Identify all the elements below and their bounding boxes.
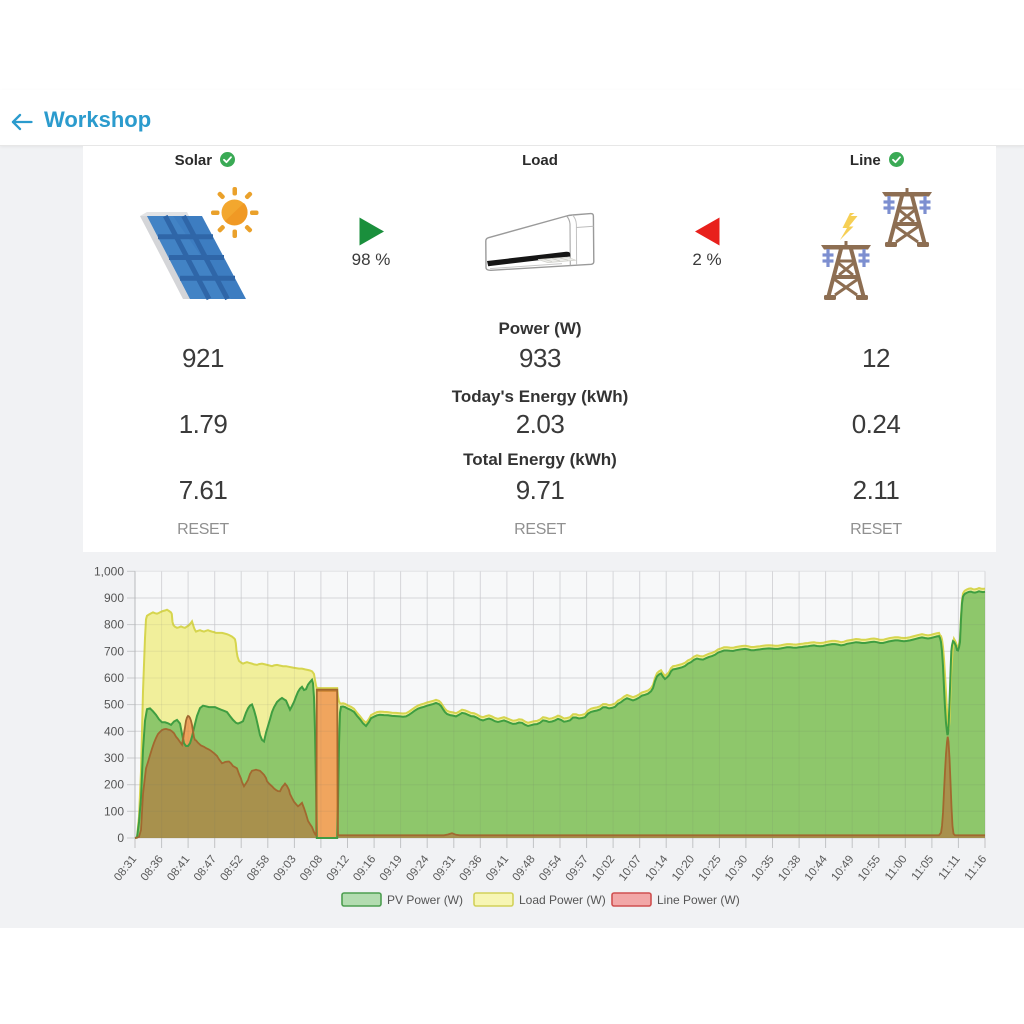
svg-text:10:07: 10:07 <box>617 853 644 883</box>
svg-text:08:52: 08:52 <box>218 853 245 883</box>
svg-text:100: 100 <box>104 804 124 818</box>
svg-text:08:36: 08:36 <box>139 853 166 883</box>
svg-text:200: 200 <box>104 778 124 792</box>
svg-text:08:58: 08:58 <box>245 853 272 883</box>
svg-text:11:00: 11:00 <box>883 853 910 882</box>
svg-text:08:47: 08:47 <box>192 853 219 883</box>
svg-text:400: 400 <box>104 724 124 738</box>
svg-text:900: 900 <box>104 591 124 605</box>
svg-text:08:31: 08:31 <box>112 853 139 883</box>
svg-text:10:35: 10:35 <box>750 853 777 883</box>
svg-text:11:16: 11:16 <box>963 853 990 882</box>
svg-text:09:08: 09:08 <box>298 853 325 883</box>
svg-text:0: 0 <box>117 831 124 845</box>
svg-text:1,000: 1,000 <box>94 564 124 578</box>
svg-text:300: 300 <box>104 751 124 765</box>
svg-text:10:55: 10:55 <box>856 853 883 883</box>
svg-text:09:03: 09:03 <box>272 853 299 883</box>
svg-text:09:36: 09:36 <box>457 853 484 883</box>
svg-text:10:20: 10:20 <box>670 853 697 883</box>
svg-text:10:49: 10:49 <box>829 853 856 883</box>
svg-text:09:48: 09:48 <box>511 853 538 883</box>
svg-text:09:16: 09:16 <box>351 853 378 883</box>
svg-text:Load Power (W): Load Power (W) <box>519 893 606 907</box>
svg-text:09:57: 09:57 <box>564 853 591 883</box>
svg-text:09:41: 09:41 <box>484 853 511 883</box>
svg-text:10:02: 10:02 <box>590 853 617 883</box>
svg-text:10:30: 10:30 <box>723 853 750 883</box>
svg-text:09:24: 09:24 <box>404 853 432 884</box>
svg-text:500: 500 <box>104 698 124 712</box>
svg-text:10:25: 10:25 <box>697 853 724 883</box>
svg-text:10:38: 10:38 <box>776 853 803 883</box>
svg-text:09:12: 09:12 <box>325 853 352 883</box>
svg-text:11:05: 11:05 <box>910 853 937 882</box>
svg-text:11:11: 11:11 <box>937 853 963 882</box>
svg-text:09:19: 09:19 <box>378 853 405 883</box>
svg-text:PV Power (W): PV Power (W) <box>387 893 463 907</box>
svg-text:09:31: 09:31 <box>431 853 458 883</box>
svg-text:10:44: 10:44 <box>803 853 831 884</box>
svg-text:Line Power (W): Line Power (W) <box>657 893 740 907</box>
svg-text:800: 800 <box>104 618 124 632</box>
svg-text:700: 700 <box>104 644 124 658</box>
svg-text:09:54: 09:54 <box>537 853 565 884</box>
svg-text:10:14: 10:14 <box>643 853 671 884</box>
svg-text:08:41: 08:41 <box>165 853 192 883</box>
svg-text:600: 600 <box>104 671 124 685</box>
